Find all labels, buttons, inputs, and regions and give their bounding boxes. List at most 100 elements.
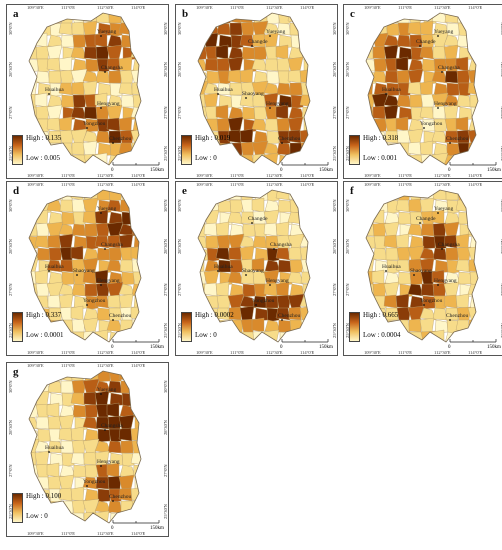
county-polygon	[71, 223, 87, 237]
county-polygon	[290, 154, 305, 165]
county-polygon	[72, 404, 87, 418]
county-polygon	[29, 371, 40, 382]
lon-tick-top: 109°30'E	[196, 182, 213, 187]
city-label: Yongzhou	[83, 121, 106, 127]
county-polygon	[84, 167, 97, 179]
city-dot	[441, 248, 443, 250]
county-polygon	[467, 13, 478, 25]
county-polygon	[36, 190, 51, 201]
county-polygon	[312, 59, 327, 71]
city-label: Huaihua	[382, 264, 401, 270]
lat-tick-right: 27°0'N	[332, 106, 337, 119]
county-polygon	[36, 247, 51, 261]
lon-tick-top: 114°0'E	[131, 5, 146, 10]
county-polygon	[313, 236, 327, 248]
legend-high: High : 0.665	[363, 311, 399, 319]
county-polygon	[408, 198, 422, 213]
county-polygon	[443, 104, 459, 120]
county-polygon	[132, 94, 141, 109]
county-polygon	[145, 489, 159, 501]
city-dot	[449, 319, 451, 321]
city-label: Huaihua	[45, 87, 64, 93]
county-polygon	[130, 46, 141, 60]
county-polygon	[277, 319, 292, 333]
county-polygon	[70, 305, 84, 321]
county-polygon	[372, 45, 386, 60]
county-polygon	[455, 293, 470, 309]
city-dot	[245, 274, 247, 276]
county-polygon	[205, 235, 219, 249]
city-dot	[86, 304, 88, 306]
county-polygon	[275, 44, 289, 60]
city-dot	[48, 451, 50, 453]
county-polygon	[480, 318, 494, 332]
lat-tick-right: 30°0'N	[163, 380, 168, 393]
city-dot	[48, 270, 50, 272]
county-polygon	[314, 224, 328, 238]
county-polygon	[383, 164, 399, 165]
county-polygon	[131, 283, 141, 297]
county-polygon	[383, 221, 400, 238]
legend-high: High : 0.135	[26, 134, 62, 142]
panel-label: e	[182, 185, 187, 197]
legend-high: High : 0.100	[26, 492, 62, 500]
county-polygon	[121, 392, 136, 408]
county-polygon	[72, 34, 87, 49]
city-dot	[449, 142, 451, 144]
lon-tick-top: 112°30'E	[97, 5, 114, 10]
county-polygon	[411, 167, 424, 179]
lon-tick-bottom: 111°0'E	[61, 173, 76, 178]
county-polygon	[120, 94, 135, 108]
lon-tick-bottom: 112°30'E	[97, 531, 114, 536]
lon-tick-top: 111°0'E	[230, 5, 245, 10]
county-polygon	[469, 331, 478, 342]
county-polygon	[131, 21, 141, 36]
county-polygon	[58, 142, 74, 156]
county-polygon	[480, 248, 496, 260]
county-polygon	[198, 93, 206, 108]
county-polygon	[119, 13, 135, 25]
county-polygon	[312, 258, 324, 272]
legend-color-ramp	[12, 493, 23, 523]
county-polygon	[366, 13, 377, 26]
county-polygon	[215, 247, 231, 261]
lat-tick-left: 30°0'N	[177, 22, 182, 35]
county-polygon	[84, 404, 99, 419]
county-polygon	[35, 416, 50, 430]
map-panel-c: c 109°30'E 109°30'E 111°0'E 111°0'E 112°30'E 1…	[343, 4, 502, 179]
county-polygon	[407, 13, 424, 25]
county-polygon	[239, 68, 254, 84]
lon-tick-bottom: 112°30'E	[97, 350, 114, 355]
county-polygon	[396, 34, 412, 48]
county-polygon	[94, 510, 110, 523]
city-label: Huaihua	[45, 445, 64, 451]
county-polygon	[277, 259, 292, 273]
county-polygon	[314, 71, 328, 83]
county-polygon	[144, 34, 159, 49]
county-polygon	[85, 58, 99, 73]
lat-tick-left: 28°30'N	[345, 239, 350, 254]
city-label: Hengyang	[97, 278, 120, 284]
county-polygon	[106, 44, 123, 61]
city-dot	[437, 284, 439, 286]
county-polygon	[313, 211, 326, 224]
lon-tick-top: 114°0'E	[468, 5, 483, 10]
legend-low: Low : 0	[195, 154, 217, 162]
lon-tick-top: 111°0'E	[230, 182, 245, 187]
county-polygon	[145, 429, 159, 441]
lon-tick-bottom: 112°30'E	[434, 173, 451, 178]
county-polygon	[385, 190, 399, 201]
county-polygon	[216, 142, 232, 156]
county-polygon	[120, 380, 134, 394]
county-polygon	[276, 142, 292, 156]
county-polygon	[275, 221, 290, 237]
county-polygon	[144, 452, 156, 465]
county-polygon	[58, 22, 74, 36]
lon-tick-bottom: 114°0'E	[300, 350, 315, 355]
county-polygon	[146, 296, 159, 310]
county-polygon	[469, 211, 478, 226]
county-polygon	[315, 248, 328, 261]
county-polygon	[314, 47, 327, 60]
legend-low: Low : 0.005	[26, 154, 61, 162]
lon-tick-top: 112°30'E	[97, 182, 114, 187]
